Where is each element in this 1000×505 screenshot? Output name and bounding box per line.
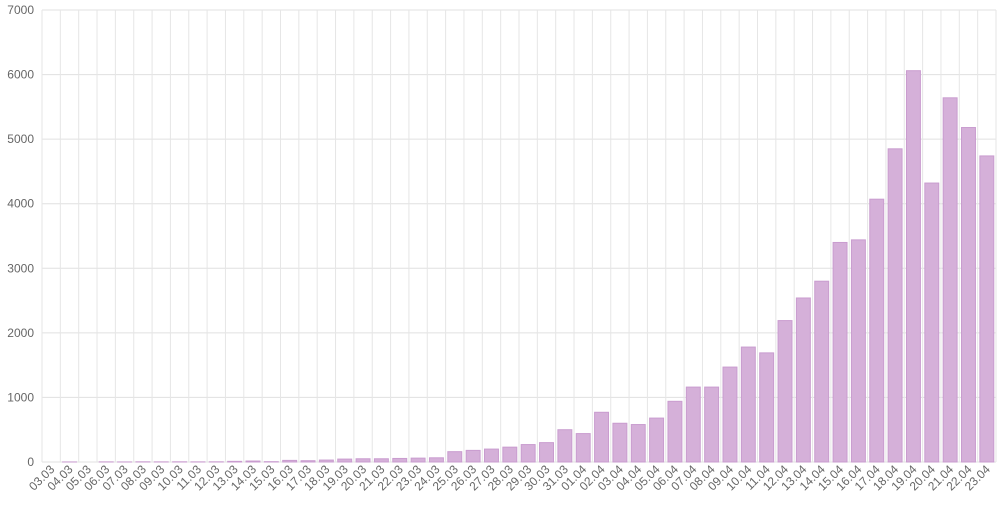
bar (650, 418, 664, 462)
bar (393, 458, 407, 462)
bar (228, 461, 242, 462)
bar (906, 71, 920, 462)
bar (925, 183, 939, 462)
bar (356, 459, 370, 462)
bar (705, 387, 719, 462)
bar (870, 199, 884, 462)
y-tick-label: 1000 (7, 390, 34, 404)
y-tick-label: 7000 (7, 3, 34, 17)
bar (466, 450, 480, 462)
bar (815, 281, 829, 462)
bar (796, 298, 810, 462)
bar (411, 458, 425, 462)
bar (741, 347, 755, 462)
bar (448, 452, 462, 462)
y-tick-label: 2000 (7, 326, 34, 340)
bar (668, 401, 682, 462)
bar (301, 461, 315, 462)
bar (595, 412, 609, 462)
bar (980, 156, 994, 462)
bar (943, 98, 957, 462)
bar (521, 445, 535, 462)
bar (429, 458, 443, 462)
bar (374, 459, 388, 462)
bar (485, 449, 499, 462)
bar (558, 430, 572, 462)
bar (613, 423, 627, 462)
bar (503, 447, 517, 462)
y-tick-label: 3000 (7, 261, 34, 275)
bar (723, 367, 737, 462)
y-tick-label: 0 (27, 455, 34, 469)
bar (778, 321, 792, 462)
bar (576, 434, 590, 462)
bar (338, 459, 352, 462)
y-tick-label: 5000 (7, 132, 34, 146)
bar (283, 460, 297, 462)
bar (631, 425, 645, 462)
bar (833, 242, 847, 462)
y-tick-label: 4000 (7, 197, 34, 211)
y-tick-label: 6000 (7, 68, 34, 82)
bar (760, 353, 774, 462)
bar (686, 387, 700, 462)
bar (246, 461, 260, 462)
bar (851, 240, 865, 462)
bar (319, 460, 333, 462)
bar (540, 443, 554, 462)
bar (888, 149, 902, 462)
bar (962, 128, 976, 462)
